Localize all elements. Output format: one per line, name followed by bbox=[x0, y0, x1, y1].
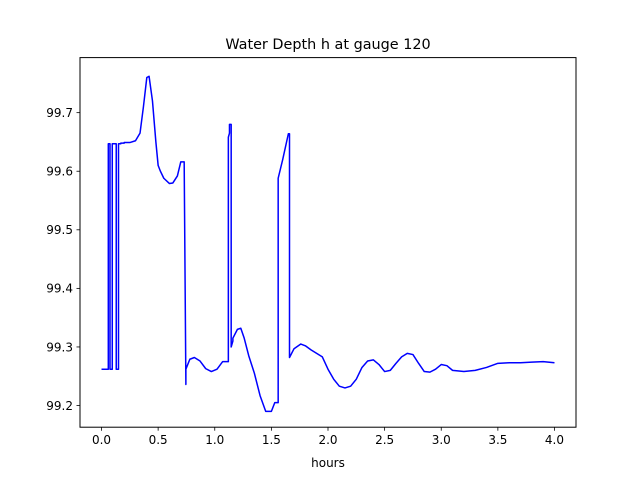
chart-title: Water Depth h at gauge 120 bbox=[225, 37, 430, 53]
series-line-water-depth bbox=[101, 75, 555, 413]
x-tick-label: 3.5 bbox=[488, 433, 507, 447]
x-tick-label: 0.0 bbox=[92, 433, 111, 447]
y-axis: 99.2 99.3 99.4 99.5 99.6 99.7 bbox=[46, 106, 80, 413]
y-tick-label: 99.3 bbox=[46, 340, 73, 354]
y-tick-label: 99.7 bbox=[46, 106, 73, 120]
x-tick-label: 1.5 bbox=[262, 433, 281, 447]
plot-frame bbox=[79, 57, 577, 428]
x-tick-label: 0.5 bbox=[149, 433, 168, 447]
y-tick-label: 99.4 bbox=[46, 282, 73, 296]
y-tick-label: 99.2 bbox=[46, 399, 73, 413]
y-tick-label: 99.6 bbox=[46, 165, 73, 179]
x-axis-title: hours bbox=[311, 456, 345, 470]
x-tick-label: 4.0 bbox=[545, 433, 564, 447]
x-axis: 0.0 0.5 1.0 1.5 2.0 2.5 3.0 3.5 4.0 bbox=[92, 427, 564, 447]
x-tick-label: 2.0 bbox=[318, 433, 337, 447]
x-tick-label: 3.0 bbox=[432, 433, 451, 447]
x-tick-label: 1.0 bbox=[205, 433, 224, 447]
x-tick-label: 2.5 bbox=[375, 433, 394, 447]
y-tick-label: 99.5 bbox=[46, 223, 73, 237]
